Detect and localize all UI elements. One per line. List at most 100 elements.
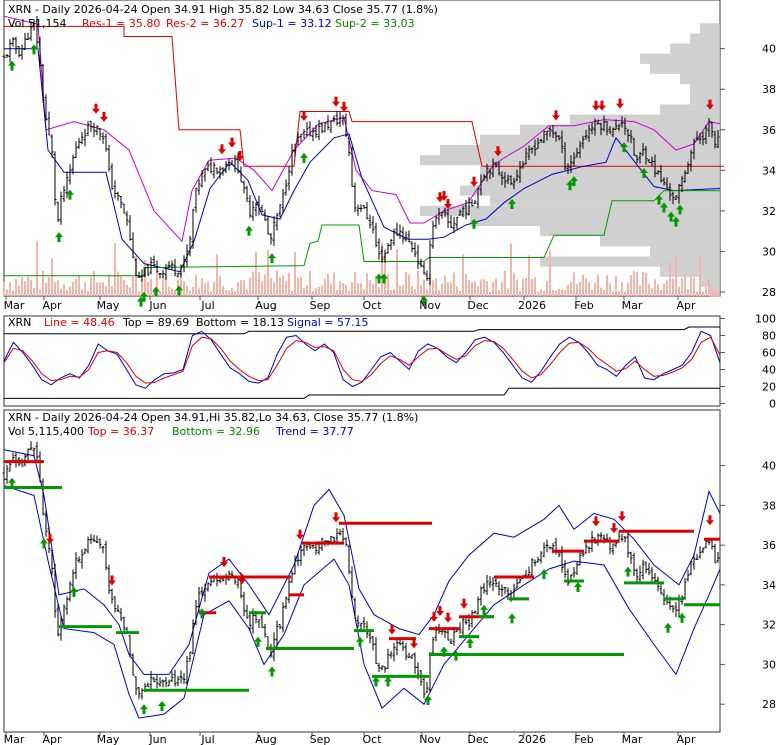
volume-bar (180, 273, 182, 296)
volume-bar (396, 249, 398, 296)
buy-arrow-icon (268, 253, 276, 264)
buy-arrow-icon (660, 202, 668, 213)
volume-bar (99, 282, 101, 296)
sup1-label: Sup-1 = 33.12 (252, 17, 332, 30)
volume-bar (138, 291, 140, 296)
volume-bar (309, 270, 311, 296)
bands-panel-xtick-label: Dec (467, 733, 488, 745)
sell-arrow-icon (100, 111, 108, 122)
volume-bar (447, 282, 449, 296)
volume-bar (54, 282, 56, 296)
volume-bar (633, 270, 635, 296)
volume-bar (48, 277, 50, 296)
sell-arrow-icon (598, 100, 606, 111)
sell-arrow-icon (440, 190, 448, 201)
volume-bar (438, 290, 440, 296)
volume-bar (597, 274, 599, 296)
volume-bar (39, 289, 41, 296)
volume-bar (345, 284, 347, 296)
price-panel-ytick-label: 36 (762, 124, 776, 137)
bands-panel-xtick-label: Oct (362, 733, 382, 745)
buy-arrow-icon (30, 44, 38, 55)
volume-bar (360, 283, 362, 296)
volume-bar (351, 281, 353, 296)
volume-bar (414, 289, 416, 296)
volume-bar (348, 290, 350, 296)
buy-arrow-icon (356, 636, 364, 647)
volume-bar (579, 281, 581, 296)
volume-bar (663, 283, 665, 296)
volume-bar (585, 278, 587, 296)
volume-profile-bar (660, 104, 720, 115)
res1-label: Res-1 = 35.80 (82, 17, 160, 30)
volume-bar (525, 278, 527, 296)
volume-bar (516, 279, 518, 296)
volume-bar (558, 288, 560, 296)
volume-bar (387, 274, 389, 296)
volume-bar (660, 289, 662, 296)
volume-bar (93, 270, 95, 296)
bands-panel-xtick-label: Mar (622, 733, 643, 745)
volume-bar (546, 281, 548, 296)
volume-bar (204, 283, 206, 296)
buy-arrow-icon (175, 285, 183, 296)
volume-bar (18, 285, 20, 296)
volume-bar (672, 278, 674, 296)
volume-bar (27, 277, 29, 296)
volume-bar (453, 272, 455, 296)
price-panel-xtick-label: Sep (310, 299, 331, 312)
volume-profile-bar (680, 74, 720, 85)
volume-bar (207, 281, 209, 296)
volume-profile-bar (600, 236, 720, 247)
bands-panel-xtick-label: Apr (42, 733, 62, 745)
volume-bar (528, 255, 530, 296)
volume-bar (264, 274, 266, 296)
bands-top-label: Top = 36.37 (87, 425, 154, 438)
volume-profile-bar (520, 124, 720, 135)
buy-arrow-icon (508, 613, 516, 624)
price-panel-title: XRN - Daily 2026-04-24 Open 34.91 High 3… (8, 3, 438, 16)
sell-arrow-icon (592, 100, 600, 111)
buy-arrow-icon (55, 232, 63, 243)
volume-profile-bar (470, 215, 720, 227)
price-panel-ytick-label: 32 (762, 205, 776, 218)
buy-arrow-icon (480, 604, 488, 615)
volume-bar (621, 282, 623, 296)
volume-profile-bar (650, 246, 720, 257)
volume-bar (114, 243, 116, 296)
volume-bar (216, 254, 218, 296)
bands-panel-title: XRN - Daily 2026-04-24 Open 34.91,Hi 35.… (8, 411, 418, 424)
volume-profile-bar (480, 134, 720, 145)
buy-arrow-icon (66, 189, 74, 200)
volume-profile-bar (460, 185, 720, 196)
buy-arrow-icon (158, 700, 166, 711)
buy-arrow-icon (470, 218, 478, 229)
volume-bar (444, 275, 446, 296)
volume-bar (501, 282, 503, 296)
volume-bar (630, 275, 632, 296)
volume-bar (495, 278, 497, 296)
volume-bar (699, 255, 701, 296)
buy-arrow-icon (8, 477, 16, 488)
volume-bar (273, 282, 275, 296)
price-panel-xtick-label: May (97, 299, 120, 312)
volume-bar (693, 277, 695, 296)
stochastic-ytick-label: 80 (762, 330, 776, 343)
volume-profile-bar (650, 63, 720, 74)
volume-bar (9, 282, 11, 296)
sell-arrow-icon (444, 612, 452, 623)
stochastic-ytick-label: 100 (755, 313, 776, 326)
volume-bar (105, 286, 107, 296)
sell-arrow-icon (618, 511, 626, 522)
sell-arrow-icon (340, 101, 348, 112)
volume-bar (63, 284, 65, 296)
volume-bar (294, 251, 296, 296)
price-panel-xtick-label: Jun (148, 299, 166, 312)
volume-bar (120, 275, 122, 296)
volume-bar (336, 290, 338, 296)
volume-bar (12, 290, 14, 296)
volume-bar (678, 286, 680, 296)
volume-bar (429, 273, 431, 296)
volume-bar (561, 289, 563, 296)
price-panel-xtick-label: Oct (362, 299, 382, 312)
